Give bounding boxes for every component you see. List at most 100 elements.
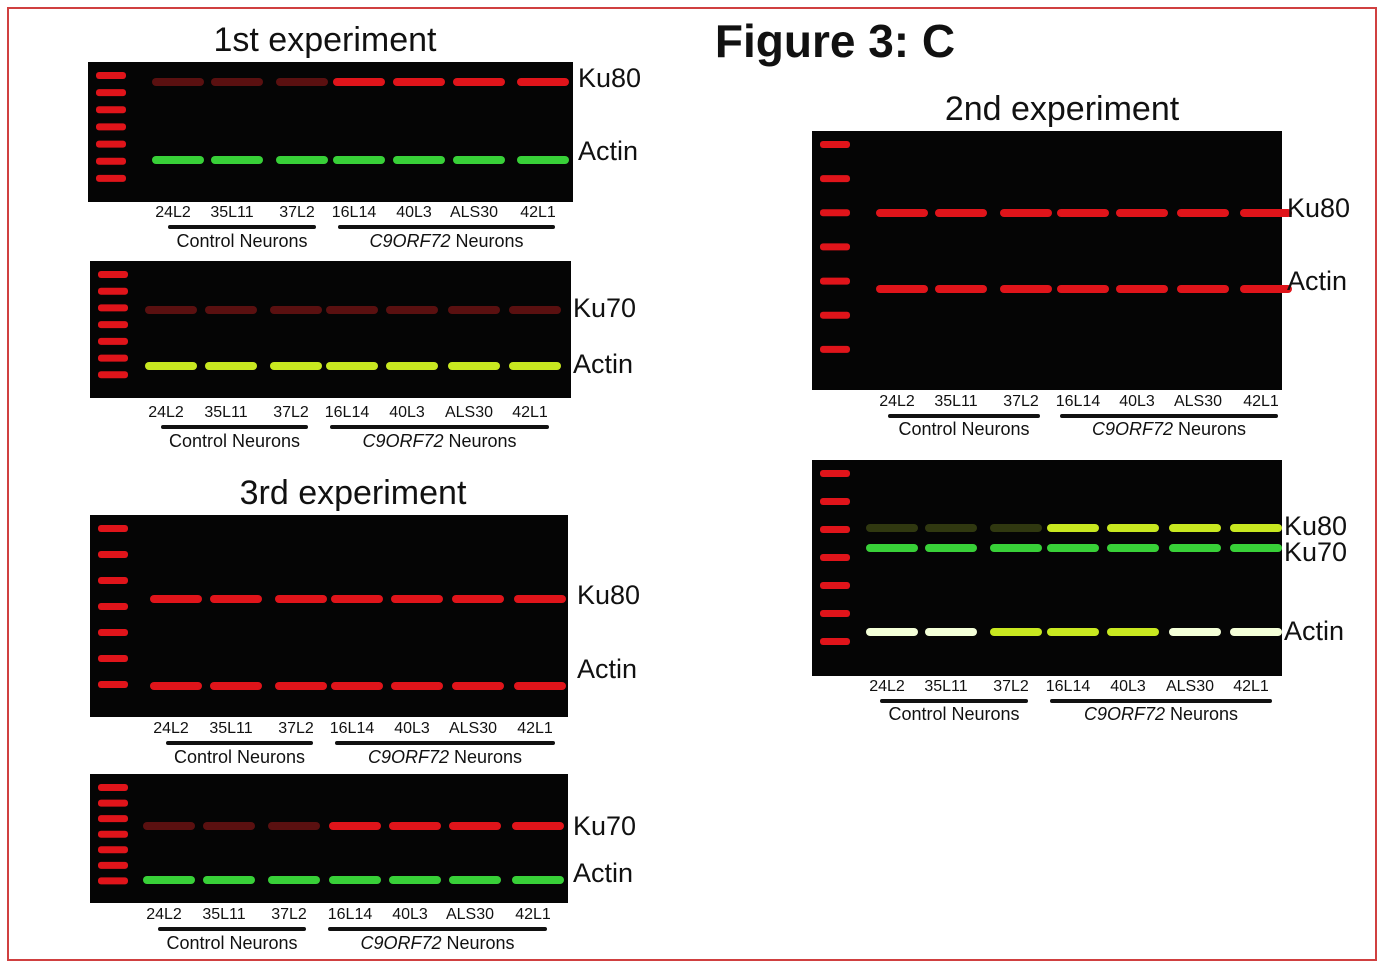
ladder-band xyxy=(98,815,128,823)
experiment-title: 3rd experiment xyxy=(240,474,467,512)
ladder-band xyxy=(98,577,128,584)
ladder-band xyxy=(98,271,128,278)
lane-label: 35L11 xyxy=(924,678,967,695)
lane-label: 37L2 xyxy=(271,906,307,923)
band-label: Actin xyxy=(573,858,633,888)
protein-band xyxy=(1230,524,1282,532)
protein-band xyxy=(393,78,445,86)
protein-band xyxy=(329,822,381,830)
ladder-band xyxy=(98,655,128,662)
lane-label: 24L2 xyxy=(879,393,915,410)
lane-label: ALS30 xyxy=(445,404,493,421)
lane-label: 42L1 xyxy=(515,906,551,923)
lane-label: ALS30 xyxy=(449,720,497,737)
lane-label: 16L14 xyxy=(325,404,370,421)
protein-band xyxy=(452,682,504,690)
protein-band xyxy=(1107,524,1159,532)
protein-band xyxy=(275,595,327,603)
ladder-band xyxy=(820,175,850,183)
protein-band xyxy=(990,524,1042,532)
lane-label: 16L14 xyxy=(328,906,373,923)
lane-label: 42L1 xyxy=(1233,678,1269,695)
protein-band xyxy=(276,156,328,164)
group-text: Neurons xyxy=(1170,704,1238,724)
protein-band xyxy=(935,285,987,293)
ladder-band xyxy=(98,846,128,854)
protein-band xyxy=(1107,544,1159,552)
protein-band xyxy=(1057,209,1109,217)
experiment-title: 1st experiment xyxy=(214,21,438,59)
band-label: Ku70 xyxy=(1284,537,1347,567)
protein-band xyxy=(389,876,441,884)
group-label: Control Neurons xyxy=(174,747,305,767)
lane-label: ALS30 xyxy=(1166,678,1214,695)
protein-band xyxy=(386,362,438,370)
protein-band xyxy=(1230,544,1282,552)
ladder-band xyxy=(820,582,850,589)
protein-band xyxy=(453,156,505,164)
ladder-band xyxy=(820,243,850,251)
ladder-band xyxy=(96,123,126,131)
group-text: Control Neurons xyxy=(166,933,297,953)
ladder-band xyxy=(98,681,128,688)
ladder-band xyxy=(98,877,128,885)
lane-label: 42L1 xyxy=(517,720,553,737)
ladder-band xyxy=(96,174,126,182)
protein-band xyxy=(935,209,987,217)
protein-band xyxy=(329,876,381,884)
ladder-band xyxy=(98,337,128,345)
figure-title: Figure 3: C xyxy=(715,15,955,67)
lane-label: 37L2 xyxy=(278,720,314,737)
protein-band xyxy=(145,362,197,370)
lane-label: 16L14 xyxy=(1056,393,1101,410)
protein-band xyxy=(326,306,378,314)
gene-name: C9ORF72 xyxy=(368,747,449,767)
protein-band xyxy=(512,876,564,884)
protein-band xyxy=(509,362,561,370)
protein-band xyxy=(876,209,928,217)
group-label: C9ORF72 Neurons xyxy=(360,933,514,953)
protein-band xyxy=(925,628,977,636)
group-label: Control Neurons xyxy=(888,704,1019,724)
protein-band xyxy=(150,682,202,690)
ladder-band xyxy=(98,551,128,558)
ladder-band xyxy=(98,861,128,869)
lane-label: 24L2 xyxy=(153,720,189,737)
ladder-band xyxy=(98,830,128,838)
protein-band xyxy=(876,285,928,293)
protein-band xyxy=(1107,628,1159,636)
protein-band xyxy=(331,682,383,690)
lane-label: 35L11 xyxy=(210,204,253,221)
lane-label: 24L2 xyxy=(155,204,191,221)
protein-band xyxy=(270,306,322,314)
protein-band xyxy=(452,595,504,603)
protein-band xyxy=(514,682,566,690)
group-text: Neurons xyxy=(446,933,514,953)
protein-band xyxy=(1116,209,1168,217)
protein-band xyxy=(268,876,320,884)
protein-band xyxy=(1177,209,1229,217)
lane-label: 40L3 xyxy=(392,906,428,923)
protein-band xyxy=(150,595,202,603)
protein-band xyxy=(268,822,320,830)
lane-label: 42L1 xyxy=(512,404,548,421)
lane-label: 16L14 xyxy=(330,720,375,737)
protein-band xyxy=(448,306,500,314)
protein-band xyxy=(1000,209,1052,217)
gene-name: C9ORF72 xyxy=(1092,419,1173,439)
protein-band xyxy=(517,156,569,164)
group-text: Neurons xyxy=(454,747,522,767)
protein-band xyxy=(1177,285,1229,293)
protein-band xyxy=(866,628,918,636)
protein-band xyxy=(517,78,569,86)
group-label: C9ORF72 Neurons xyxy=(368,747,522,767)
lane-label: 37L2 xyxy=(273,404,309,421)
group-text: Control Neurons xyxy=(169,431,300,451)
protein-band xyxy=(326,362,378,370)
protein-band xyxy=(389,822,441,830)
band-label: Ku80 xyxy=(578,63,641,93)
protein-band xyxy=(203,822,255,830)
ladder-band xyxy=(98,525,128,532)
ladder-band xyxy=(98,784,128,791)
